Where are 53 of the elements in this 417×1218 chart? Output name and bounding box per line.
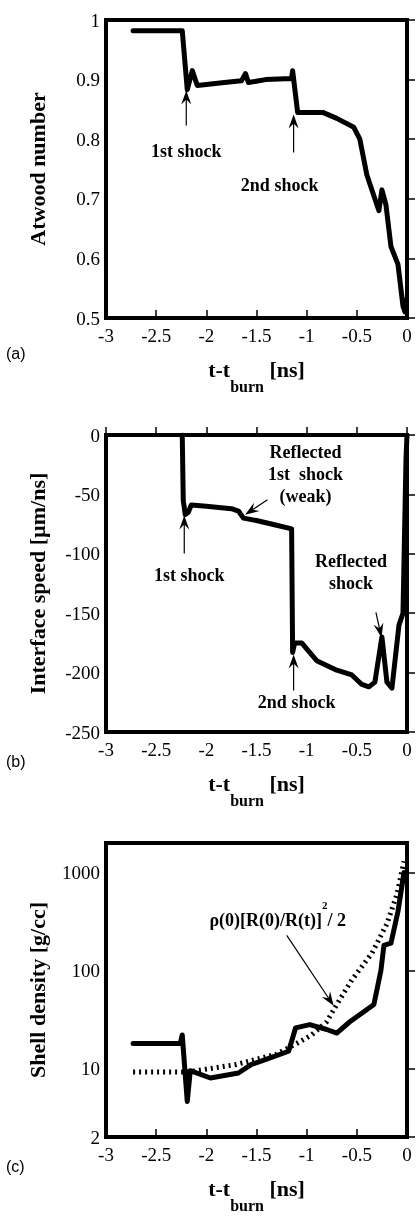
y-tick-label: 1: [90, 9, 100, 31]
y-axis-title: Atwood number: [24, 92, 50, 246]
x-tick-label: -2.5: [141, 325, 172, 346]
text: (a): [6, 344, 26, 362]
annotation: 1st shock: [154, 565, 225, 586]
text: (b): [6, 752, 26, 770]
y-tick-label: 10: [81, 1058, 100, 1079]
x-tick-label: -2.5: [141, 739, 172, 760]
x-tick-label: -2.5: [141, 1144, 172, 1165]
annotation: 2nd shock: [240, 175, 319, 196]
x-tick-label: -1.5: [241, 739, 272, 760]
x-tick-label: 0: [402, 325, 412, 346]
y-tick-label: 0: [90, 424, 100, 446]
y-tick-label: -150: [65, 602, 100, 624]
y-tick-label: 100: [71, 960, 100, 981]
x-axis-title: t-tburn [ns]: [208, 770, 305, 809]
x-tick-label: 0: [402, 739, 412, 760]
x-tick-label: -0.5: [341, 739, 372, 760]
x-axis-title: t-tburn [ns]: [208, 1175, 305, 1214]
y-tick-label: 0.5: [76, 307, 100, 329]
x-tick-label: -2: [198, 739, 215, 760]
x-tick-label: -3: [98, 325, 114, 346]
y-tick-label: -50: [74, 483, 100, 505]
y-axis-title: Shell density [g/cc]: [24, 902, 50, 1078]
x-tick-label: -3: [98, 739, 114, 760]
y-tick-label: -100: [65, 543, 100, 565]
y-tick-label: 0.7: [76, 188, 100, 210]
y-tick-label: 2: [90, 1126, 100, 1148]
x-tick-label: -1.5: [241, 1144, 272, 1165]
y-tick-label: 0.6: [76, 247, 100, 269]
x-tick-label: 0: [402, 1144, 412, 1165]
y-tick-label: 1000: [62, 862, 100, 883]
annotation: Reflected shock: [314, 551, 387, 594]
annotation: 1st shock: [151, 140, 222, 161]
y-tick-label: 0.8: [76, 128, 100, 150]
annotation: 2nd shock: [257, 692, 336, 713]
x-tick-label: -3: [98, 1144, 114, 1165]
x-tick-label: -2: [198, 325, 215, 346]
text: (c): [6, 1157, 25, 1175]
x-tick-label: -1: [298, 739, 315, 760]
x-tick-label: -0.5: [341, 1144, 372, 1165]
x-axis-title: t-tburn [ns]: [208, 356, 305, 395]
y-tick-label: -200: [65, 662, 100, 684]
x-tick-label: -1.5: [241, 325, 272, 346]
annotation: Reflected 1st shock (weak): [267, 441, 343, 507]
y-axis-title: Interface speed [µm/ns]: [24, 472, 50, 695]
x-tick-label: -2: [198, 1144, 215, 1165]
y-tick-label: -250: [65, 721, 100, 743]
annotation: ρ(0)[R(0)/R(t)]2/ 2: [209, 898, 347, 932]
y-tick-label: 0.9: [76, 69, 100, 91]
x-tick-label: -1: [298, 1144, 315, 1165]
x-tick-label: -0.5: [341, 325, 372, 346]
x-tick-label: -1: [298, 325, 315, 346]
